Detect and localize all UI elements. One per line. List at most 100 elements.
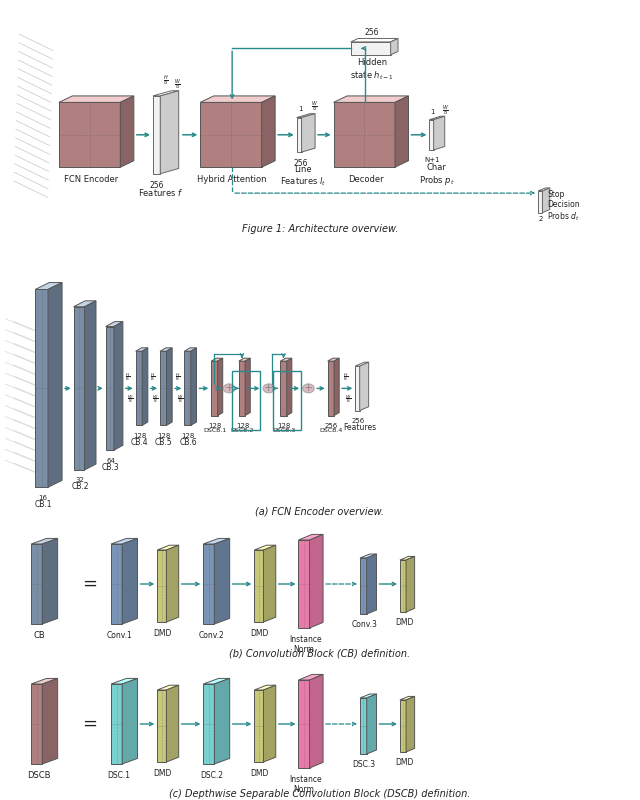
Text: CB.1: CB.1 — [34, 500, 52, 509]
Text: 2: 2 — [538, 216, 543, 222]
Text: 64: 64 — [106, 458, 115, 463]
Text: DSCB.2: DSCB.2 — [231, 428, 254, 433]
Polygon shape — [538, 191, 543, 213]
Polygon shape — [400, 560, 406, 612]
Polygon shape — [136, 348, 148, 351]
Polygon shape — [211, 361, 218, 415]
Polygon shape — [122, 538, 138, 624]
Polygon shape — [120, 96, 134, 167]
Text: 256: 256 — [293, 159, 308, 169]
Text: DMD: DMD — [251, 769, 269, 778]
Text: $\frac{W}{8}$: $\frac{W}{8}$ — [442, 103, 449, 118]
Text: 1: 1 — [430, 110, 435, 115]
Polygon shape — [239, 361, 245, 415]
Polygon shape — [301, 114, 315, 152]
Polygon shape — [106, 326, 114, 450]
Text: CB: CB — [33, 630, 45, 640]
Polygon shape — [298, 540, 310, 628]
Polygon shape — [434, 116, 445, 150]
Text: $\frac{H}{8}$: $\frac{H}{8}$ — [175, 371, 180, 383]
Polygon shape — [204, 544, 214, 624]
Text: +: + — [225, 383, 234, 394]
Polygon shape — [160, 348, 172, 351]
Polygon shape — [406, 696, 415, 752]
Text: $\frac{H}{8}$: $\frac{H}{8}$ — [343, 371, 348, 383]
Text: 128: 128 — [236, 423, 249, 429]
Polygon shape — [184, 348, 196, 351]
Text: Hybrid Attention: Hybrid Attention — [197, 175, 267, 184]
Polygon shape — [245, 358, 250, 415]
Polygon shape — [333, 102, 395, 167]
Polygon shape — [254, 690, 264, 762]
Polygon shape — [360, 694, 376, 698]
Text: 16: 16 — [38, 494, 47, 501]
Polygon shape — [429, 116, 445, 120]
Text: DMD: DMD — [154, 769, 172, 778]
Polygon shape — [262, 96, 275, 167]
Polygon shape — [264, 546, 276, 622]
Polygon shape — [153, 96, 160, 174]
Polygon shape — [111, 678, 138, 684]
Polygon shape — [157, 690, 166, 762]
Text: Features $f$: Features $f$ — [138, 186, 183, 198]
Text: Conv.3: Conv.3 — [351, 621, 377, 630]
Polygon shape — [538, 188, 550, 191]
Polygon shape — [355, 362, 369, 366]
Text: DSC.3: DSC.3 — [353, 760, 376, 770]
Polygon shape — [157, 685, 179, 690]
Polygon shape — [264, 685, 276, 762]
Text: DMD: DMD — [395, 758, 413, 767]
Polygon shape — [153, 90, 179, 96]
Text: $\frac{W}{8}$: $\frac{W}{8}$ — [174, 78, 180, 93]
Polygon shape — [298, 674, 323, 680]
Polygon shape — [31, 538, 58, 544]
Polygon shape — [74, 301, 96, 306]
Polygon shape — [136, 351, 142, 426]
Polygon shape — [157, 546, 179, 550]
Polygon shape — [297, 118, 301, 152]
Polygon shape — [254, 546, 276, 550]
Polygon shape — [360, 698, 367, 754]
Polygon shape — [166, 546, 179, 622]
Text: DSCB.1: DSCB.1 — [204, 428, 227, 433]
Polygon shape — [204, 684, 214, 764]
Text: $\frac{H}{8}$: $\frac{H}{8}$ — [150, 371, 156, 383]
Polygon shape — [280, 361, 287, 415]
Text: Decoder: Decoder — [348, 175, 383, 184]
Polygon shape — [400, 700, 406, 752]
Polygon shape — [200, 96, 275, 102]
Text: 256: 256 — [365, 28, 380, 37]
Text: +: + — [304, 383, 313, 394]
Text: 256: 256 — [352, 418, 365, 424]
Polygon shape — [367, 554, 376, 614]
Text: 256: 256 — [325, 423, 338, 429]
Polygon shape — [239, 358, 250, 361]
Text: Conv.1: Conv.1 — [106, 630, 132, 640]
Polygon shape — [31, 678, 58, 684]
Polygon shape — [355, 366, 360, 410]
Polygon shape — [351, 42, 390, 55]
Polygon shape — [160, 351, 166, 426]
Polygon shape — [214, 678, 230, 764]
Text: Hidden
state $h_{t-1}$: Hidden state $h_{t-1}$ — [350, 58, 394, 82]
Text: $\frac{W}{8}$: $\frac{W}{8}$ — [127, 394, 134, 406]
Polygon shape — [59, 102, 120, 167]
Polygon shape — [333, 96, 408, 102]
Text: N+1: N+1 — [424, 158, 440, 163]
Polygon shape — [84, 301, 96, 470]
Polygon shape — [74, 306, 84, 470]
Polygon shape — [334, 358, 339, 415]
Text: FCN Encoder: FCN Encoder — [64, 175, 118, 184]
Text: $\frac{W}{8}$: $\frac{W}{8}$ — [345, 394, 351, 406]
Text: Stop
Decision
Probs $d_t$: Stop Decision Probs $d_t$ — [547, 190, 580, 223]
Polygon shape — [35, 290, 48, 487]
Text: 128: 128 — [133, 433, 146, 439]
Polygon shape — [351, 38, 398, 42]
Text: Figure 1: Architecture overview.: Figure 1: Architecture overview. — [242, 224, 398, 234]
Polygon shape — [297, 114, 315, 118]
Polygon shape — [160, 90, 179, 174]
Polygon shape — [280, 358, 292, 361]
Text: $\frac{W}{8}$: $\frac{W}{8}$ — [311, 100, 317, 114]
Text: CB.5: CB.5 — [155, 438, 173, 447]
Text: Instance
Norm.: Instance Norm. — [289, 774, 321, 794]
